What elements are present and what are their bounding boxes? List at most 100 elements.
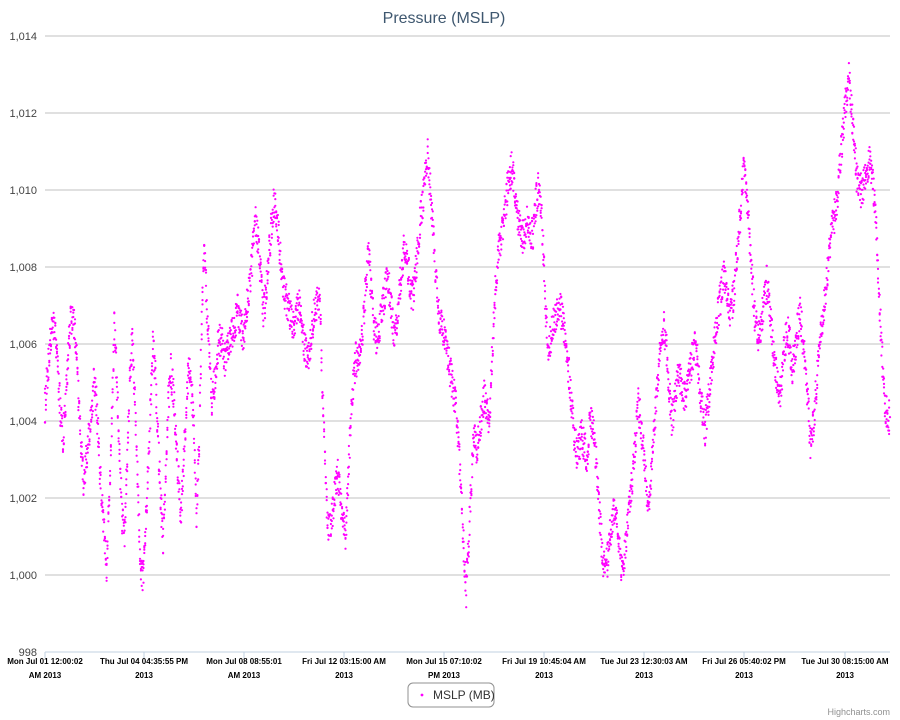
data-point[interactable] — [194, 492, 197, 495]
data-point[interactable] — [298, 289, 301, 292]
data-point[interactable] — [201, 290, 204, 294]
data-point[interactable] — [745, 188, 749, 191]
data-point[interactable] — [436, 306, 440, 309]
data-point[interactable] — [807, 397, 810, 400]
data-point[interactable] — [572, 417, 575, 420]
data-point[interactable] — [410, 307, 413, 310]
data-point[interactable] — [287, 309, 291, 312]
legend[interactable]: MSLP (MB) — [407, 682, 495, 708]
data-point[interactable] — [768, 294, 771, 297]
data-point[interactable] — [402, 251, 405, 254]
data-point[interactable] — [662, 327, 665, 330]
data-point[interactable] — [876, 281, 880, 284]
data-point[interactable] — [370, 291, 374, 295]
data-point[interactable] — [737, 242, 740, 246]
data-point[interactable] — [126, 463, 129, 466]
data-point[interactable] — [507, 189, 510, 192]
data-point[interactable] — [80, 445, 83, 448]
data-point[interactable] — [406, 252, 409, 255]
data-point[interactable] — [271, 211, 274, 214]
data-point[interactable] — [734, 251, 738, 255]
data-point[interactable] — [272, 194, 275, 197]
data-point[interactable] — [114, 349, 117, 352]
data-point[interactable] — [91, 385, 94, 388]
data-point[interactable] — [414, 263, 417, 266]
data-point[interactable] — [722, 282, 726, 285]
data-point[interactable] — [453, 378, 456, 381]
data-point[interactable] — [168, 376, 172, 379]
data-point[interactable] — [455, 417, 458, 420]
data-point[interactable] — [848, 79, 851, 82]
data-point[interactable] — [359, 347, 362, 350]
data-point[interactable] — [669, 396, 672, 399]
data-point[interactable] — [142, 559, 145, 563]
data-point[interactable] — [272, 188, 275, 191]
data-point[interactable] — [829, 256, 832, 259]
data-point[interactable] — [464, 589, 467, 592]
data-point[interactable] — [321, 391, 324, 394]
data-point[interactable] — [578, 432, 581, 436]
data-point[interactable] — [413, 267, 416, 270]
data-point[interactable] — [571, 404, 574, 407]
data-point[interactable] — [61, 417, 64, 420]
data-point[interactable] — [608, 532, 611, 535]
data-point[interactable] — [397, 301, 400, 304]
data-point[interactable] — [716, 331, 719, 334]
data-point[interactable] — [614, 517, 618, 520]
data-point[interactable] — [127, 412, 130, 415]
data-point[interactable] — [648, 508, 651, 511]
data-point[interactable] — [656, 383, 660, 386]
data-point[interactable] — [454, 396, 457, 399]
data-point[interactable] — [47, 378, 50, 381]
data-point[interactable] — [866, 178, 869, 181]
data-point[interactable] — [335, 472, 338, 475]
data-point[interactable] — [477, 441, 480, 444]
data-point[interactable] — [54, 322, 57, 325]
data-point[interactable] — [859, 193, 863, 196]
data-point[interactable] — [741, 191, 744, 194]
data-point[interactable] — [770, 336, 774, 339]
data-point[interactable] — [364, 276, 368, 279]
data-point[interactable] — [643, 453, 646, 456]
data-point[interactable] — [811, 440, 815, 443]
data-point[interactable] — [530, 242, 533, 245]
data-point[interactable] — [690, 374, 693, 377]
data-point[interactable] — [665, 364, 668, 367]
data-point[interactable] — [846, 99, 849, 102]
data-point[interactable] — [261, 296, 264, 299]
data-point[interactable] — [234, 334, 237, 337]
data-point[interactable] — [600, 522, 603, 525]
data-point[interactable] — [484, 384, 487, 387]
data-point[interactable] — [293, 332, 297, 335]
data-point[interactable] — [345, 533, 348, 536]
data-point[interactable] — [643, 469, 646, 472]
data-point[interactable] — [68, 331, 71, 334]
data-point[interactable] — [132, 359, 135, 362]
data-point[interactable] — [476, 453, 479, 456]
data-point[interactable] — [570, 407, 573, 410]
data-point[interactable] — [96, 432, 99, 435]
data-point[interactable] — [632, 453, 635, 456]
data-point[interactable] — [579, 421, 583, 424]
data-point[interactable] — [847, 62, 851, 65]
data-point[interactable] — [867, 176, 870, 179]
data-point[interactable] — [668, 400, 671, 403]
data-point[interactable] — [661, 330, 664, 333]
data-point[interactable] — [46, 386, 49, 389]
data-point[interactable] — [230, 320, 233, 323]
credits-link[interactable]: Highcharts.com — [827, 707, 890, 717]
data-point[interactable] — [443, 339, 446, 342]
data-point[interactable] — [460, 487, 463, 490]
data-point[interactable] — [190, 401, 193, 404]
data-point[interactable] — [274, 204, 277, 207]
data-point[interactable] — [765, 294, 768, 297]
data-point[interactable] — [567, 370, 570, 373]
data-point[interactable] — [162, 527, 165, 531]
data-point[interactable] — [663, 348, 666, 351]
data-point[interactable] — [73, 318, 77, 321]
data-point[interactable] — [805, 382, 809, 385]
data-point[interactable] — [620, 575, 623, 579]
data-point[interactable] — [206, 333, 209, 336]
data-point[interactable] — [301, 340, 304, 343]
data-point[interactable] — [216, 367, 219, 370]
